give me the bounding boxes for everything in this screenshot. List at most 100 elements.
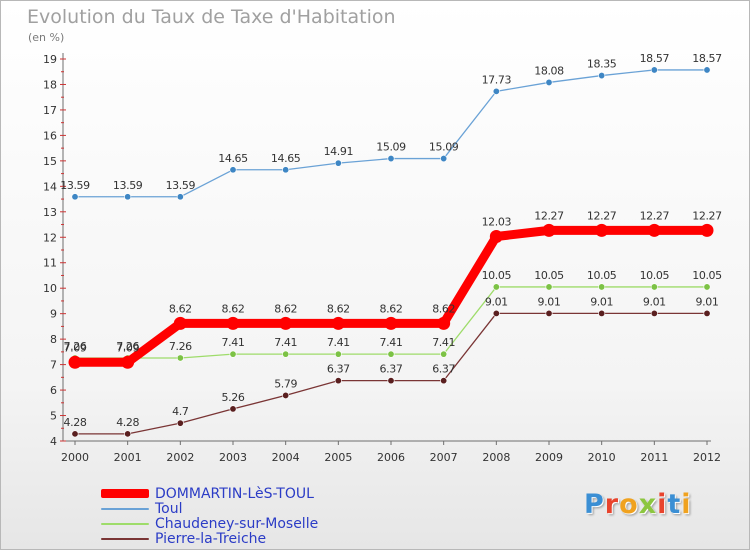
data-point: [124, 430, 132, 438]
data-point: [650, 66, 658, 74]
data-label: 18.57: [692, 52, 722, 65]
data-point: [492, 87, 500, 95]
data-point: [282, 166, 290, 174]
data-point: [334, 377, 342, 385]
x-tick-label: 2011: [640, 451, 668, 464]
data-label: 9.01: [485, 295, 508, 308]
data-label: 7.09: [64, 341, 87, 354]
data-point: [650, 309, 658, 317]
data-point: [71, 430, 79, 438]
x-tick-label: 2007: [430, 451, 458, 464]
y-tick-label: 11: [43, 257, 57, 270]
y-tick-label: 10: [43, 282, 57, 295]
data-point: [440, 155, 448, 163]
data-point: [700, 223, 714, 237]
data-label: 8.62: [222, 302, 245, 315]
data-label: 6.37: [432, 363, 455, 376]
data-point: [595, 223, 609, 237]
data-label: 9.01: [696, 295, 719, 308]
legend-swatch: [101, 489, 149, 498]
data-label: 15.09: [429, 141, 459, 154]
data-point: [703, 309, 711, 317]
data-label: 12.27: [640, 209, 670, 222]
data-label: 13.59: [166, 179, 196, 192]
data-label: 4.7: [172, 405, 189, 418]
data-point: [545, 283, 553, 291]
data-label: 9.01: [590, 295, 613, 308]
data-point: [68, 355, 82, 369]
data-point: [124, 193, 132, 201]
y-tick-label: 12: [43, 231, 57, 244]
x-tick-label: 2005: [324, 451, 352, 464]
data-point: [176, 354, 184, 362]
data-point: [176, 419, 184, 427]
data-label: 8.62: [327, 302, 350, 315]
x-tick-label: 2003: [219, 451, 247, 464]
chart-series: 13.59 13.59 13.59 14.65 14.65 14.91 15.09 15.09…: [60, 52, 723, 438]
data-point: [440, 377, 448, 385]
data-label: 7.26: [169, 340, 192, 353]
data-point: [545, 309, 553, 317]
data-point: [489, 230, 503, 244]
data-label: 8.62: [169, 302, 192, 315]
x-tick-label: 2006: [377, 451, 405, 464]
data-label: 8.62: [274, 302, 297, 315]
data-label: 13.59: [60, 179, 90, 192]
series-3: 4.28 4.28 4.7 5.26 5.79 6.37 6.37 6.37 9.01 9.01 9…: [64, 295, 719, 438]
chart-title: Evolution du Taux de Taxe d'Habitation: [27, 6, 396, 28]
data-label: 18.35: [587, 58, 617, 71]
data-point: [440, 350, 448, 358]
data-point: [647, 223, 661, 237]
data-label: 7.26: [116, 340, 139, 353]
data-point: [542, 223, 556, 237]
data-label: 10.05: [482, 269, 512, 282]
legend-swatch: [101, 507, 149, 510]
x-tick-label: 2012: [693, 451, 721, 464]
data-label: 7.41: [274, 336, 297, 349]
data-point: [703, 283, 711, 291]
legend-item: Toul: [101, 500, 318, 517]
data-label: 10.05: [640, 269, 670, 282]
legend-swatch: [101, 537, 149, 540]
data-label: 7.26: [64, 340, 87, 353]
data-point: [334, 350, 342, 358]
data-point: [279, 316, 293, 330]
data-point: [282, 391, 290, 399]
data-label: 4.28: [116, 416, 139, 429]
y-tick-label: 15: [43, 155, 57, 168]
x-tick-label: 2002: [166, 451, 194, 464]
data-point: [545, 78, 553, 86]
proxiti-logo: Proxiti: [584, 489, 692, 520]
x-tick-label: 2000: [61, 451, 89, 464]
data-point: [650, 283, 658, 291]
data-label: 7.41: [432, 336, 455, 349]
data-label: 10.05: [692, 269, 722, 282]
y-tick-label: 8: [50, 333, 57, 346]
data-point: [492, 283, 500, 291]
x-tick-label: 2010: [588, 451, 616, 464]
data-point: [173, 316, 187, 330]
data-label: 13.59: [113, 179, 143, 192]
chart-axes: 4 5 6 7 8 9 10 11 12 13 14 15 16 17 18 19 2000 2001 2002 20…: [43, 53, 721, 464]
legend-item: DOMMARTIN-LèS-TOUL: [101, 486, 318, 502]
data-label: 6.37: [380, 363, 403, 376]
data-point: [229, 405, 237, 413]
data-point: [598, 283, 606, 291]
data-point: [331, 316, 345, 330]
data-label: 17.73: [482, 73, 512, 86]
y-tick-label: 13: [43, 206, 57, 219]
data-point: [71, 193, 79, 201]
y-tick-label: 5: [50, 410, 57, 423]
chart-legend: DOMMARTIN-LèS-TOUL Toul Chaudeney-sur-Mose…: [101, 486, 319, 547]
legend-label: Chaudeney-sur-Moselle: [155, 515, 319, 532]
legend-label: Pierre-la-Treiche: [155, 530, 267, 547]
data-point: [334, 159, 342, 167]
data-label: 14.65: [271, 152, 301, 165]
data-label: 12.27: [692, 209, 722, 222]
legend-label: Toul: [155, 500, 183, 517]
series-2: 7.26 7.26 7.26 7.41 7.41 7.41 7.41 7.41 10.05 10.…: [64, 269, 723, 362]
data-label: 18.08: [534, 64, 564, 77]
series-line: [74, 69, 708, 198]
